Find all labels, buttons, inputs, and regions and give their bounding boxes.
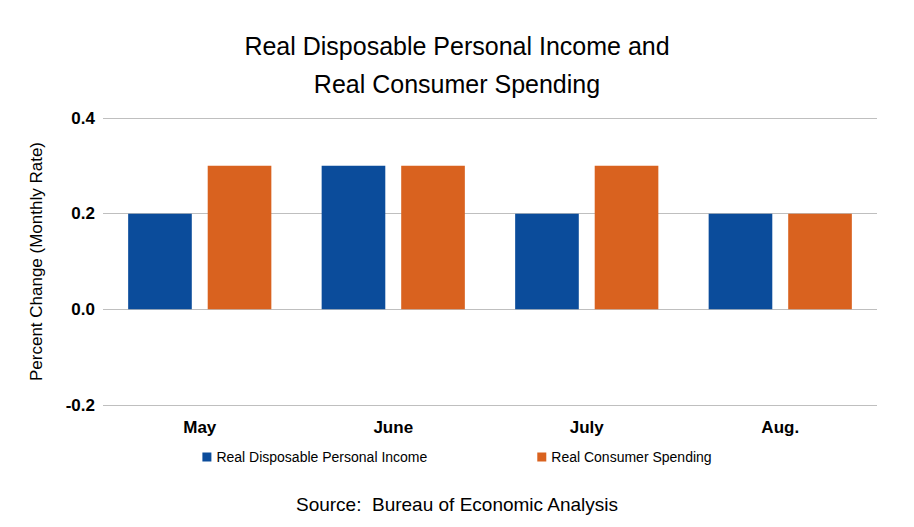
svg-text:0.2: 0.2 bbox=[71, 204, 95, 223]
svg-text:July: July bbox=[570, 418, 605, 437]
svg-text:Aug.: Aug. bbox=[761, 418, 799, 437]
svg-text:Source: Bureau of Economic An: Source: Bureau of Economic Analysis bbox=[296, 494, 618, 515]
svg-text:May: May bbox=[183, 418, 217, 437]
svg-text:Percent Change (Monthly Rate): Percent Change (Monthly Rate) bbox=[27, 142, 46, 381]
svg-text:Real Consumer Spending: Real Consumer Spending bbox=[551, 449, 711, 465]
svg-text:Real Disposable Personal Incom: Real Disposable Personal Income bbox=[216, 449, 427, 465]
svg-text:Real Consumer Spending: Real Consumer Spending bbox=[314, 70, 600, 98]
svg-text:0.4: 0.4 bbox=[71, 109, 95, 128]
svg-text:-0.2: -0.2 bbox=[66, 396, 95, 415]
svg-text:June: June bbox=[373, 418, 413, 437]
svg-text:0.0: 0.0 bbox=[71, 300, 95, 319]
svg-text:Real Disposable Personal Incom: Real Disposable Personal Income and bbox=[244, 32, 669, 60]
